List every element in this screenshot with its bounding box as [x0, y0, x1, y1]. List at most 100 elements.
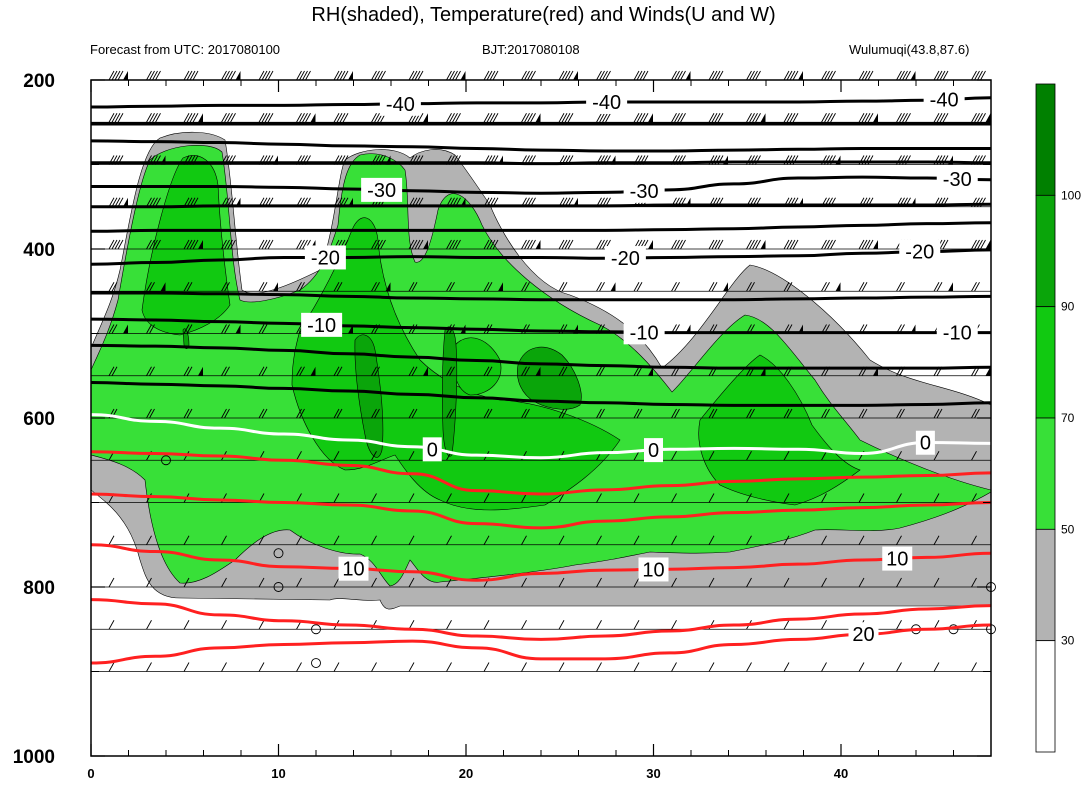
wind-barb — [755, 239, 761, 250]
wind-barb — [824, 113, 830, 123]
wind-barb — [896, 70, 902, 81]
wind-barb — [936, 113, 943, 123]
wind-barb — [371, 577, 377, 588]
wind-barb — [411, 366, 418, 376]
temperature-contour — [91, 248, 991, 266]
wind-barb — [371, 662, 377, 672]
wind-barb — [714, 239, 721, 250]
temperature-contour — [91, 343, 991, 370]
wind-barb — [671, 239, 677, 250]
wind-barb — [221, 366, 227, 376]
wind-barb — [455, 239, 461, 250]
wind-barb — [149, 408, 155, 419]
wind-barb — [708, 70, 715, 81]
wind-pennant — [948, 282, 953, 292]
wind-barb — [639, 113, 646, 123]
wind-barb — [527, 239, 533, 250]
contour-label-box — [422, 437, 442, 462]
wind-barb — [155, 113, 161, 123]
wind-barb — [417, 113, 424, 123]
wind-barb — [258, 577, 265, 588]
wind-barb — [149, 239, 155, 250]
wind-barb — [636, 113, 643, 123]
wind-barb — [221, 282, 227, 292]
wind-barb — [671, 451, 677, 461]
wind-barb — [296, 535, 302, 545]
wind-pennant — [910, 71, 916, 80]
wind-barb — [446, 408, 452, 419]
colorbar-label: 70 — [1061, 411, 1075, 425]
wind-barb — [446, 70, 452, 81]
contour-label: 20 — [852, 624, 874, 646]
wind-barb — [258, 662, 265, 672]
wind-barb — [377, 70, 383, 81]
wind-pennant — [348, 71, 353, 80]
wind-barb — [671, 620, 677, 630]
wind-barb — [596, 70, 602, 81]
wind-barb — [111, 366, 118, 376]
wind-barb — [227, 70, 233, 81]
wind-barb — [708, 493, 715, 503]
wind-barb — [783, 239, 790, 250]
wind-barb — [827, 113, 833, 123]
wind-barb — [642, 113, 649, 123]
wind-barb — [561, 408, 568, 419]
wind-barb — [708, 113, 715, 123]
wind-barb — [971, 70, 977, 81]
wind-barb — [821, 577, 827, 588]
wind-barb — [186, 366, 193, 376]
wind-barb — [299, 239, 305, 250]
wind-barb — [483, 239, 490, 250]
wind-barb — [486, 239, 493, 250]
contour-label: -10 — [630, 322, 659, 344]
wind-barb — [108, 324, 115, 334]
wind-barb — [267, 239, 274, 250]
wind-barb — [896, 408, 902, 419]
wind-barb — [821, 408, 827, 419]
wind-barb — [189, 113, 196, 123]
wind-barb — [108, 535, 115, 545]
wind-barb — [974, 239, 980, 250]
wind-barb — [221, 113, 227, 123]
wind-barb — [224, 70, 230, 81]
x-tick-label: 40 — [834, 766, 848, 781]
wind-barb — [221, 408, 227, 419]
wind-barb — [671, 282, 677, 292]
wind-pennant — [648, 240, 653, 249]
wind-barb — [296, 451, 302, 461]
wind-barb — [596, 577, 602, 588]
colorbar-label: 50 — [1061, 522, 1075, 536]
wind-barb — [749, 70, 755, 81]
y-tick-label: 800 — [23, 578, 55, 599]
wind-barb — [224, 366, 230, 376]
wind-barb — [483, 70, 490, 81]
wind-barb — [333, 535, 340, 545]
wind-barb — [867, 70, 874, 81]
contour-label: -10 — [307, 315, 336, 337]
wind-barb — [261, 408, 268, 419]
wind-barb — [374, 70, 380, 81]
wind-barb — [342, 70, 349, 81]
wind-barb — [521, 535, 527, 545]
x-tick-label: 10 — [271, 766, 285, 781]
wind-barb — [305, 70, 311, 81]
wind-barb — [824, 70, 830, 81]
colorbar-label: 100 — [1061, 188, 1081, 202]
wind-barb — [486, 366, 493, 376]
wind-barb — [936, 408, 943, 419]
wind-barb — [521, 282, 527, 292]
wind-barb — [521, 408, 527, 419]
wind-pennant — [198, 240, 203, 249]
wind-barb — [942, 70, 949, 81]
wind-barb — [708, 535, 715, 545]
wind-pennant — [310, 113, 316, 123]
wind-barb — [296, 239, 302, 250]
wind-barb — [786, 113, 793, 123]
wind-barb — [633, 451, 640, 461]
wind-barb — [864, 239, 871, 250]
wind-barb — [792, 239, 799, 250]
contour-label-box — [604, 246, 646, 271]
wind-barb — [408, 577, 415, 588]
wind-barb — [980, 239, 986, 250]
wind-barb — [377, 239, 383, 250]
